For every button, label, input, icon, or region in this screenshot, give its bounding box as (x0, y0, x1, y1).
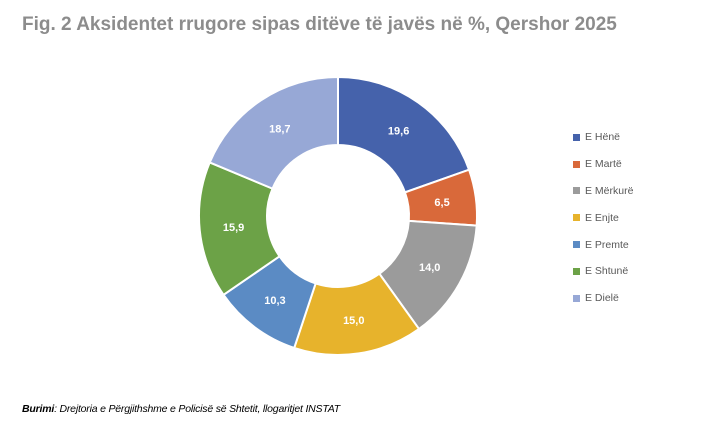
legend-label-2: E Martë (585, 158, 622, 171)
slice-value-label-5: 10,3 (264, 295, 285, 307)
slice-value-label-1: 19,6 (388, 125, 409, 137)
legend-item-5: E Premte (573, 231, 633, 258)
slice-1 (337, 75, 471, 194)
legend-label-6: E Shtunë (585, 265, 629, 278)
legend-label-1: E Hënë (585, 131, 621, 144)
slice-value-label-2: 6,5 (434, 197, 449, 209)
slice-value-label-7: 18,7 (269, 124, 290, 136)
legend-item-6: E Shtunë (573, 258, 633, 285)
legend-item-3: E Mërkurë (573, 178, 633, 205)
legend-swatch-2 (573, 160, 580, 168)
source-label: Burimi (22, 403, 55, 415)
slice-value-label-4: 15,0 (343, 315, 364, 327)
source-text: : Drejtoria e Përgjithshme e Policisë së… (54, 403, 341, 415)
legend-item-4: E Enjte (573, 204, 633, 231)
slice-value-label-3: 14,0 (419, 262, 440, 274)
chart-title: Fig. 2 Aksidentet rrugore sipas ditëve t… (22, 14, 617, 35)
legend-swatch-3 (573, 187, 580, 195)
legend-item-7: E Dielë (573, 285, 633, 312)
legend-swatch-4 (573, 214, 580, 222)
chart-legend: E Hënë E Martë E Mërkurë E Enjte E Premte E S… (573, 124, 633, 312)
legend-label-7: E Dielë (585, 292, 619, 305)
source-note: Burimi: Drejtoria e Përgjithshme e Polic… (22, 403, 340, 415)
legend-swatch-1 (573, 133, 580, 141)
legend-label-4: E Enjte (585, 211, 619, 224)
slice-value-label-6: 15,9 (223, 222, 244, 234)
legend-swatch-6 (573, 267, 580, 275)
legend-swatch-7 (573, 294, 580, 302)
legend-label-3: E Mërkurë (585, 184, 634, 197)
legend-item-1: E Hënë (573, 124, 633, 151)
legend-swatch-5 (573, 241, 580, 249)
legend-label-5: E Premte (585, 238, 629, 251)
slice-7 (208, 75, 339, 190)
legend-item-2: E Martë (573, 151, 633, 178)
